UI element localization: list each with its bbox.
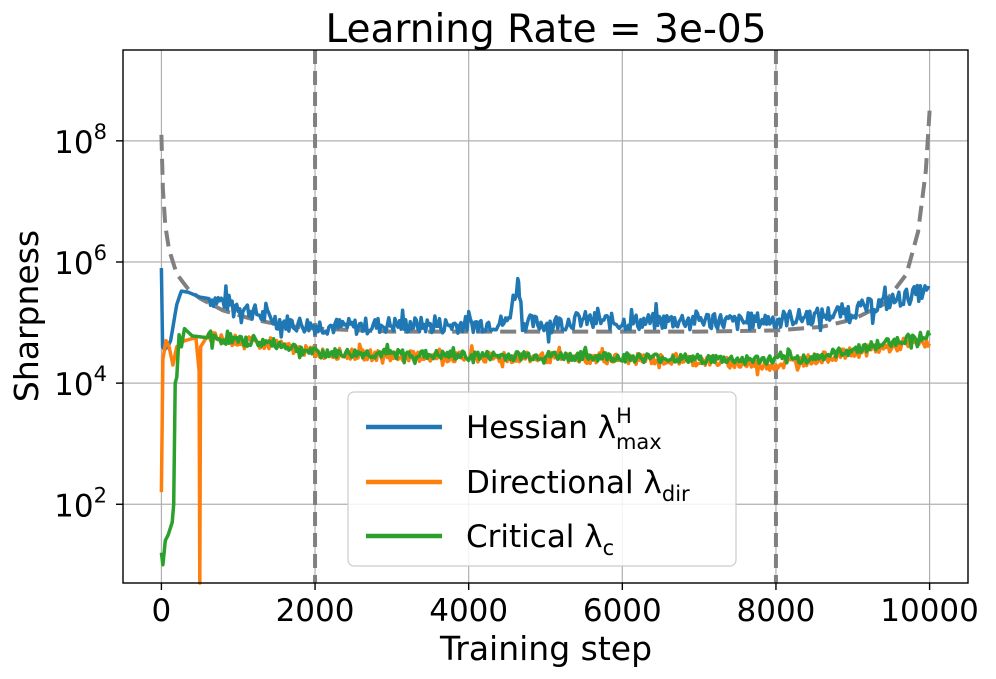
y-axis-label: Sharpness — [7, 230, 46, 402]
legend-label-critical-main: Critical λ — [466, 519, 603, 555]
series-line-critical — [159, 326, 932, 567]
plot-frame — [122, 49, 969, 584]
chart-title: Learning Rate = 3e-05 — [325, 7, 766, 52]
y-tick-label: 106 — [54, 241, 107, 282]
vertical-reference-lines — [313, 50, 778, 583]
legend-label-directional: Directional λdir — [466, 465, 690, 506]
series-line-hessian — [159, 267, 931, 352]
legend-box — [347, 391, 737, 567]
y-axis-ticks: 102 104 106 108 — [54, 120, 123, 524]
x-tick-label: 10000 — [880, 593, 979, 629]
legend: Hessian λH max Directional λdir Critical … — [347, 391, 737, 567]
x-axis-label: Training step — [439, 629, 652, 668]
series-line-reference — [159, 110, 932, 334]
x-tick-label: 4000 — [429, 593, 508, 629]
x-tick-label: 6000 — [583, 593, 662, 629]
series-group — [159, 110, 932, 585]
x-tick-label: 0 — [152, 593, 172, 629]
legend-label-hessian-main: Hessian λ — [466, 410, 616, 446]
x-tick-label: 8000 — [737, 593, 816, 629]
legend-label-hessian-sup: H — [616, 404, 632, 428]
legend-label-hessian-sub: max — [616, 430, 662, 454]
legend-label-critical: Critical λc — [466, 519, 614, 560]
x-axis-ticks: 0 2000 4000 6000 8000 10000 — [152, 583, 979, 629]
legend-label-directional-main: Directional λ — [466, 465, 662, 501]
legend-label-directional-sub: dir — [662, 482, 690, 506]
legend-label-hessian: Hessian λH max — [466, 404, 662, 454]
legend-label-critical-sub: c — [603, 536, 615, 560]
y-tick-label: 108 — [54, 120, 107, 161]
x-tick-label: 2000 — [276, 593, 355, 629]
y-tick-label: 102 — [54, 483, 107, 524]
y-tick-label: 104 — [54, 362, 107, 403]
